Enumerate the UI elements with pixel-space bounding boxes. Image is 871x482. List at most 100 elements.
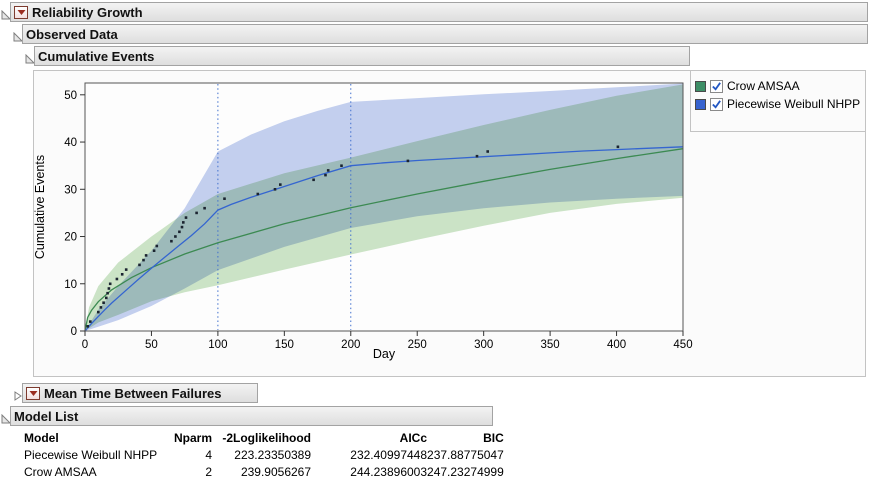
observed-point bbox=[102, 301, 105, 304]
col-header-nparm: Nparm bbox=[174, 430, 213, 445]
legend-item-piecewise-weibull: Piecewise Weibull NHPP bbox=[695, 95, 866, 113]
observed-point bbox=[138, 263, 141, 267]
observed-point bbox=[124, 268, 128, 271]
legend-label: Piecewise Weibull NHPP bbox=[727, 97, 861, 111]
observed-point bbox=[486, 150, 489, 153]
observed-point bbox=[144, 254, 148, 257]
observed-point bbox=[108, 282, 112, 286]
y-tick-label: 20 bbox=[64, 232, 77, 244]
observed-point bbox=[184, 216, 188, 219]
disclosure-collapsed-icon[interactable] bbox=[13, 388, 23, 401]
observed-point bbox=[180, 225, 184, 229]
section-title: Reliability Growth bbox=[32, 4, 143, 20]
x-tick-label: 250 bbox=[408, 339, 427, 351]
observed-point bbox=[324, 173, 327, 177]
observed-point bbox=[142, 258, 145, 262]
chart-legend: Crow AMSAA Piecewise Weibull NHPP bbox=[690, 70, 866, 132]
y-tick-label: 50 bbox=[64, 90, 77, 102]
table-row[interactable]: Piecewise Weibull NHPP 4 223.23350389 23… bbox=[24, 446, 504, 463]
observed-point bbox=[178, 230, 181, 234]
observed-point bbox=[115, 277, 119, 281]
observed-point bbox=[279, 183, 282, 186]
observed-point bbox=[273, 188, 277, 191]
observed-point bbox=[105, 296, 108, 300]
disclosure-open-icon[interactable] bbox=[13, 29, 24, 42]
section-title: Cumulative Events bbox=[38, 48, 155, 64]
cell-nparm: 4 bbox=[205, 447, 213, 462]
observed-point bbox=[340, 164, 343, 167]
observed-point bbox=[99, 306, 103, 309]
table-row[interactable]: Crow AMSAA 2 239.9056267 244.23896003 24… bbox=[24, 463, 504, 480]
observed-point bbox=[256, 192, 260, 196]
cell-2loglikelihood: 223.23350389 bbox=[234, 447, 312, 462]
disclosure-open-icon[interactable] bbox=[1, 7, 12, 20]
observed-point bbox=[406, 159, 410, 163]
observed-point bbox=[174, 235, 177, 238]
observed-point bbox=[616, 145, 620, 149]
piecewise-weibull-swatch[interactable] bbox=[695, 98, 706, 110]
disclosure-open-icon[interactable] bbox=[25, 51, 36, 64]
section-header-mtbf[interactable]: Mean Time Between Failures bbox=[22, 383, 258, 403]
crow-amsaa-swatch[interactable] bbox=[695, 80, 706, 92]
x-tick-label: 400 bbox=[607, 339, 626, 351]
observed-point bbox=[107, 287, 111, 290]
crow-amsaa-checkbox[interactable] bbox=[710, 79, 723, 93]
section-header-model-list[interactable]: Model List bbox=[10, 406, 493, 426]
section-header-reliability-growth[interactable]: Reliability Growth bbox=[10, 2, 868, 22]
observed-point bbox=[86, 325, 89, 328]
cell-bic: 247.23274999 bbox=[427, 464, 504, 479]
x-tick-label: 50 bbox=[145, 339, 158, 351]
model-line-1 bbox=[84, 146, 684, 332]
observed-point bbox=[97, 310, 100, 314]
legend-label: Crow AMSAA bbox=[727, 79, 800, 93]
plot-frame bbox=[84, 82, 684, 332]
observed-point bbox=[195, 211, 198, 215]
model-line-0 bbox=[84, 148, 684, 332]
red-triangle-menu-icon[interactable] bbox=[14, 5, 28, 19]
cell-aicc: 244.23896003 bbox=[350, 464, 428, 479]
check-icon bbox=[712, 99, 721, 109]
observed-point bbox=[182, 221, 185, 224]
col-header-bic: BIC bbox=[483, 430, 504, 445]
observed-point bbox=[312, 178, 315, 182]
y-axis-label: Cumulative Events bbox=[33, 155, 47, 259]
model-list-table: Model Nparm -2Loglikelihood AICc BIC Pie… bbox=[24, 429, 504, 480]
cell-bic: 237.88775047 bbox=[427, 447, 504, 462]
y-tick-label: 30 bbox=[64, 184, 77, 196]
observed-point bbox=[203, 206, 206, 210]
observed-point bbox=[475, 154, 479, 158]
observed-point bbox=[326, 169, 330, 172]
section-title: Mean Time Between Failures bbox=[44, 385, 222, 401]
confidence-band-1 bbox=[85, 83, 683, 331]
observed-point bbox=[89, 320, 92, 323]
section-header-cumulative-events[interactable]: Cumulative Events bbox=[34, 46, 690, 66]
section-title: Model List bbox=[14, 408, 79, 424]
y-tick-label: 0 bbox=[71, 326, 77, 338]
check-icon bbox=[712, 81, 721, 91]
cell-model: Piecewise Weibull NHPP bbox=[24, 447, 158, 462]
table-header-row: Model Nparm -2Loglikelihood AICc BIC bbox=[24, 429, 504, 446]
col-header-model: Model bbox=[24, 430, 59, 445]
section-header-observed-data[interactable]: Observed Data bbox=[22, 24, 868, 44]
legend-item-crow-amsaa: Crow AMSAA bbox=[695, 77, 866, 95]
observed-point bbox=[120, 273, 124, 276]
cell-2loglikelihood: 239.9056267 bbox=[240, 464, 312, 479]
x-tick-label: 350 bbox=[541, 339, 560, 351]
red-triangle-menu-icon[interactable] bbox=[26, 386, 40, 400]
observed-point bbox=[170, 239, 173, 243]
observed-point bbox=[106, 291, 109, 295]
disclosure-open-icon[interactable] bbox=[1, 411, 12, 424]
piecewise-weibull-checkbox[interactable] bbox=[710, 97, 723, 111]
observed-point bbox=[152, 249, 156, 252]
y-tick-label: 10 bbox=[64, 279, 77, 291]
col-header-2loglikelihood: -2Loglikelihood bbox=[222, 430, 312, 445]
cell-aicc: 232.40997448 bbox=[350, 447, 428, 462]
observed-point bbox=[155, 244, 159, 248]
x-tick-label: 450 bbox=[673, 339, 692, 351]
y-tick-label: 40 bbox=[64, 137, 77, 149]
x-tick-label: 100 bbox=[208, 339, 227, 351]
x-tick-label: 0 bbox=[82, 339, 88, 351]
x-axis-label: Day bbox=[373, 347, 396, 361]
